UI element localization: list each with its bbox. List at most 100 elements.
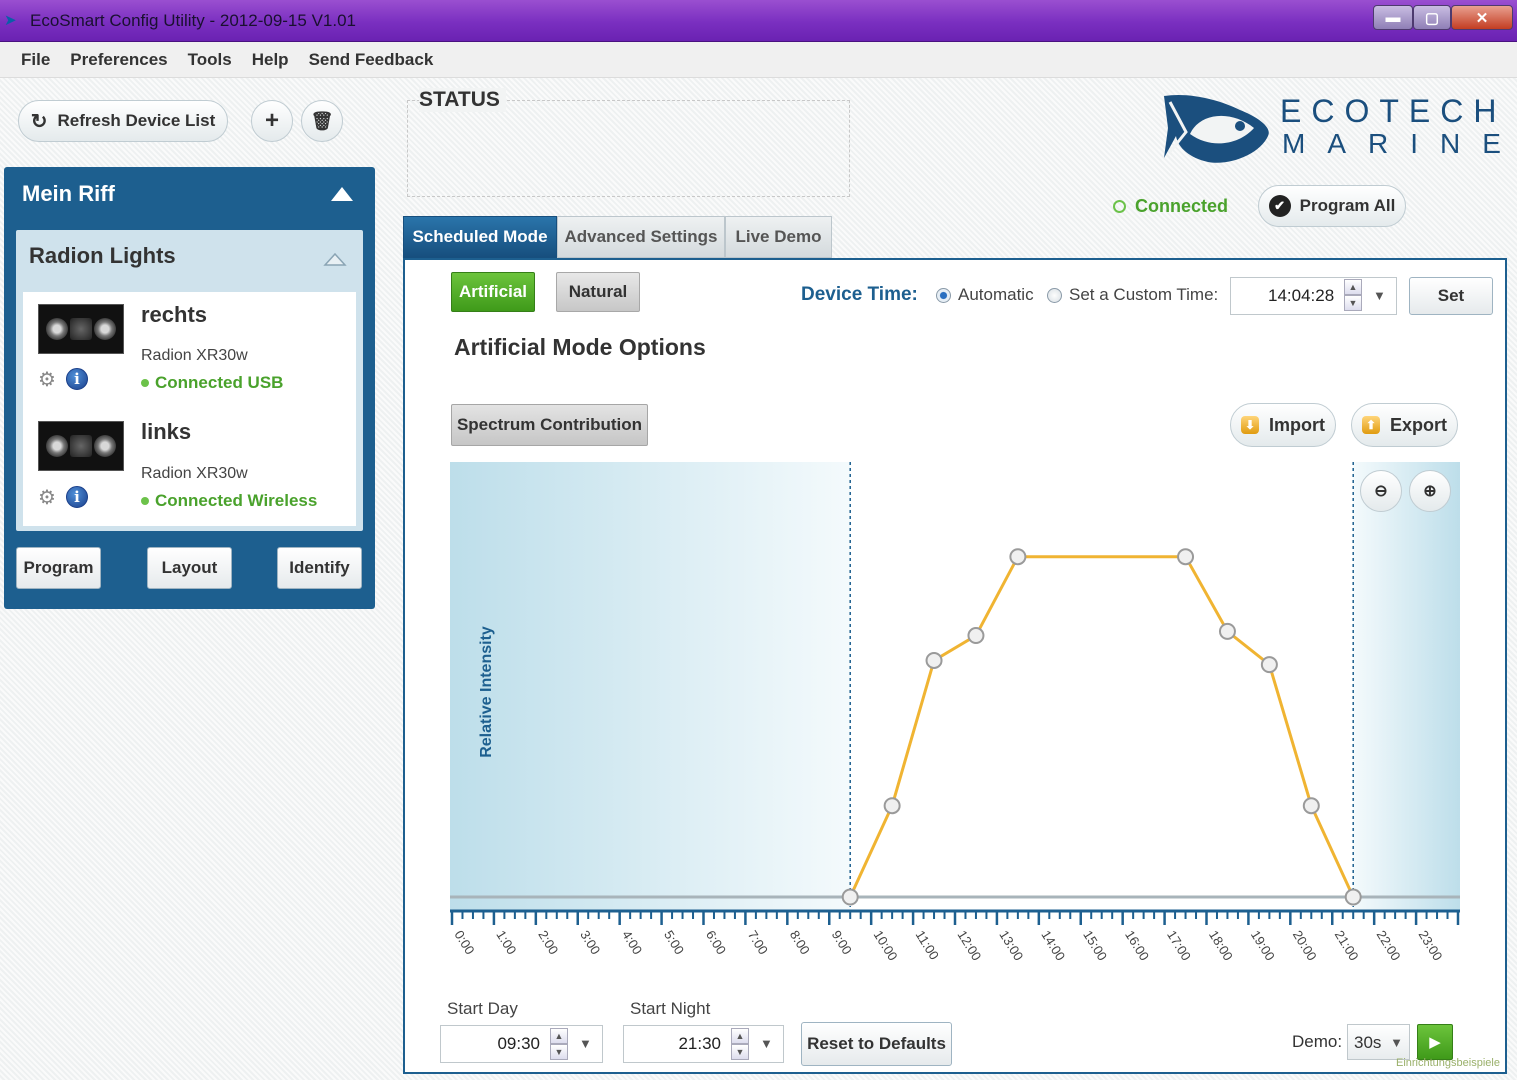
intensity-point[interactable] xyxy=(967,627,985,645)
tab-live-demo[interactable]: Live Demo xyxy=(725,216,832,258)
collapse-group-icon[interactable] xyxy=(323,251,347,267)
device-name[interactable]: rechts xyxy=(141,302,208,327)
import-button[interactable]: ⬇ Import xyxy=(1230,403,1336,447)
maximize-button[interactable]: ▢ xyxy=(1413,5,1451,30)
device-thumbnail[interactable] xyxy=(38,304,124,354)
start-night-dropdown-icon[interactable]: ▼ xyxy=(760,1036,773,1051)
reset-to-defaults-button[interactable]: Reset to Defaults xyxy=(801,1022,952,1066)
menu-tools[interactable]: Tools xyxy=(187,49,232,69)
minimize-button[interactable]: ▬ xyxy=(1373,5,1413,30)
intensity-point[interactable] xyxy=(1218,622,1236,640)
panel-title: Mein Riff xyxy=(22,181,115,206)
set-time-button[interactable]: Set xyxy=(1409,277,1493,315)
refresh-device-list-button[interactable]: ↻ Refresh Device List xyxy=(18,100,228,142)
gear-icon[interactable]: ⚙ xyxy=(38,369,56,391)
device-status: Connected USB xyxy=(141,373,283,393)
info-icon[interactable]: i xyxy=(66,368,88,390)
x-tick-label: 13:00 xyxy=(996,928,1026,964)
x-tick-label: 15:00 xyxy=(1080,928,1110,964)
connection-status: Connected xyxy=(1113,196,1228,217)
x-tick-label: 10:00 xyxy=(871,928,901,964)
checkmark-icon: ✔ xyxy=(1268,195,1291,217)
play-icon: ▶ xyxy=(1429,1034,1441,1051)
natural-mode-button[interactable]: Natural xyxy=(556,272,640,312)
program-all-button[interactable]: ✔ Program All xyxy=(1258,185,1406,227)
demo-label: Demo: xyxy=(1292,1032,1343,1051)
export-label: Export xyxy=(1389,414,1447,435)
zoom-out-button[interactable]: ⊖ xyxy=(1360,470,1402,512)
intensity-point[interactable] xyxy=(1302,797,1320,815)
layout-button[interactable]: Layout xyxy=(147,547,232,589)
device-time-field[interactable] xyxy=(1230,277,1397,315)
zoom-out-icon: ⊖ xyxy=(1374,483,1388,500)
import-label: Import xyxy=(1269,414,1325,435)
x-tick-label: 22:00 xyxy=(1374,928,1404,964)
plus-icon: + xyxy=(264,107,279,134)
intensity-point[interactable] xyxy=(883,797,901,815)
device-model: Radion XR30w xyxy=(141,465,248,482)
x-tick-label: 9:00 xyxy=(829,928,855,957)
x-tick-label: 5:00 xyxy=(661,928,687,957)
start-night-field[interactable]: 21:30 xyxy=(623,1025,784,1063)
intensity-chart[interactable]: 0:00 1:00 2:00 3:00 4:00 5:00 6:00 7:00 8:00 9:00… xyxy=(450,462,1460,992)
start-night-up-arrow-icon[interactable]: ▲ xyxy=(731,1028,749,1044)
time-up-arrow-icon[interactable]: ▲ xyxy=(1344,279,1362,295)
menu-bar: File Preferences Tools Help Send Feedbac… xyxy=(0,42,1517,78)
demo-duration-select[interactable]: 30s ▼ xyxy=(1347,1024,1410,1060)
intensity-point[interactable] xyxy=(1260,656,1278,674)
device-status: Connected Wireless xyxy=(141,491,317,511)
ecotech-fish-logo xyxy=(1164,94,1269,163)
demo-dropdown-icon: ▼ xyxy=(1390,1035,1403,1050)
device-thumbnail[interactable] xyxy=(38,421,124,471)
start-day-field[interactable]: 09:30 xyxy=(440,1025,603,1063)
intensity-point[interactable] xyxy=(1009,548,1027,566)
automatic-radio[interactable] xyxy=(936,288,951,303)
spectrum-contribution-button[interactable]: Spectrum Contribution xyxy=(451,404,648,446)
tab-advanced-settings[interactable]: Advanced Settings xyxy=(557,216,725,258)
device-time-value[interactable]: 14:04:28 xyxy=(1268,286,1335,305)
start-day-up-arrow-icon[interactable]: ▲ xyxy=(550,1028,568,1044)
device-model: Radion XR30w xyxy=(141,347,248,364)
x-axis-tick-labels: 0:00 1:00 2:00 3:00 4:00 5:00 6:00 7:00 8:00 9:00… xyxy=(451,928,1460,964)
info-icon[interactable]: i xyxy=(66,486,88,508)
x-axis-ticks xyxy=(450,911,1460,925)
custom-time-radio[interactable] xyxy=(1047,288,1062,303)
intensity-point[interactable] xyxy=(1177,548,1195,566)
menu-help[interactable]: Help xyxy=(251,49,289,69)
time-dropdown-icon[interactable]: ▼ xyxy=(1373,288,1386,303)
device-name[interactable]: links xyxy=(141,419,192,444)
intensity-point[interactable] xyxy=(925,651,943,669)
start-night-down-arrow-icon[interactable]: ▼ xyxy=(731,1044,749,1060)
menu-preferences[interactable]: Preferences xyxy=(70,49,168,69)
automatic-label[interactable]: Automatic xyxy=(958,285,1034,304)
custom-time-label[interactable]: Set a Custom Time: xyxy=(1069,285,1219,304)
time-down-arrow-icon[interactable]: ▼ xyxy=(1344,295,1362,311)
menu-send-feedback[interactable]: Send Feedback xyxy=(308,49,434,69)
title-bar: ➤ EcoSmart Config Utility - 2012-09-15 V… xyxy=(0,0,1517,42)
x-tick-label: 12:00 xyxy=(954,928,984,964)
x-tick-label: 1:00 xyxy=(493,928,519,957)
collapse-panel-icon[interactable] xyxy=(331,187,353,201)
menu-file[interactable]: File xyxy=(21,49,51,69)
start-day-down-arrow-icon[interactable]: ▼ xyxy=(550,1044,568,1060)
x-tick-label: 20:00 xyxy=(1290,928,1320,964)
start-day-dropdown-icon[interactable]: ▼ xyxy=(579,1036,592,1051)
intensity-point[interactable] xyxy=(1344,888,1362,906)
gear-icon[interactable]: ⚙ xyxy=(38,487,56,509)
export-button[interactable]: ⬆ Export xyxy=(1351,403,1458,447)
tab-scheduled-mode[interactable]: Scheduled Mode xyxy=(403,216,557,258)
x-tick-label: 7:00 xyxy=(745,928,771,957)
x-tick-label: 11:00 xyxy=(913,928,942,963)
program-button[interactable]: Program xyxy=(16,547,101,589)
artificial-mode-button[interactable]: Artificial xyxy=(451,272,535,312)
zoom-in-button[interactable]: ⊕ xyxy=(1409,470,1451,512)
add-device-button[interactable]: + xyxy=(251,100,293,142)
intensity-series-points[interactable] xyxy=(841,548,1362,906)
demo-play-button[interactable]: ▶ xyxy=(1417,1024,1453,1060)
delete-device-button[interactable]: 🗑 xyxy=(301,100,343,142)
identify-button[interactable]: Identify xyxy=(277,547,362,589)
night-region-left xyxy=(450,462,851,910)
close-button[interactable]: ✕ xyxy=(1451,5,1513,30)
intensity-point[interactable] xyxy=(841,888,859,906)
export-icon: ⬆ xyxy=(1361,416,1380,434)
